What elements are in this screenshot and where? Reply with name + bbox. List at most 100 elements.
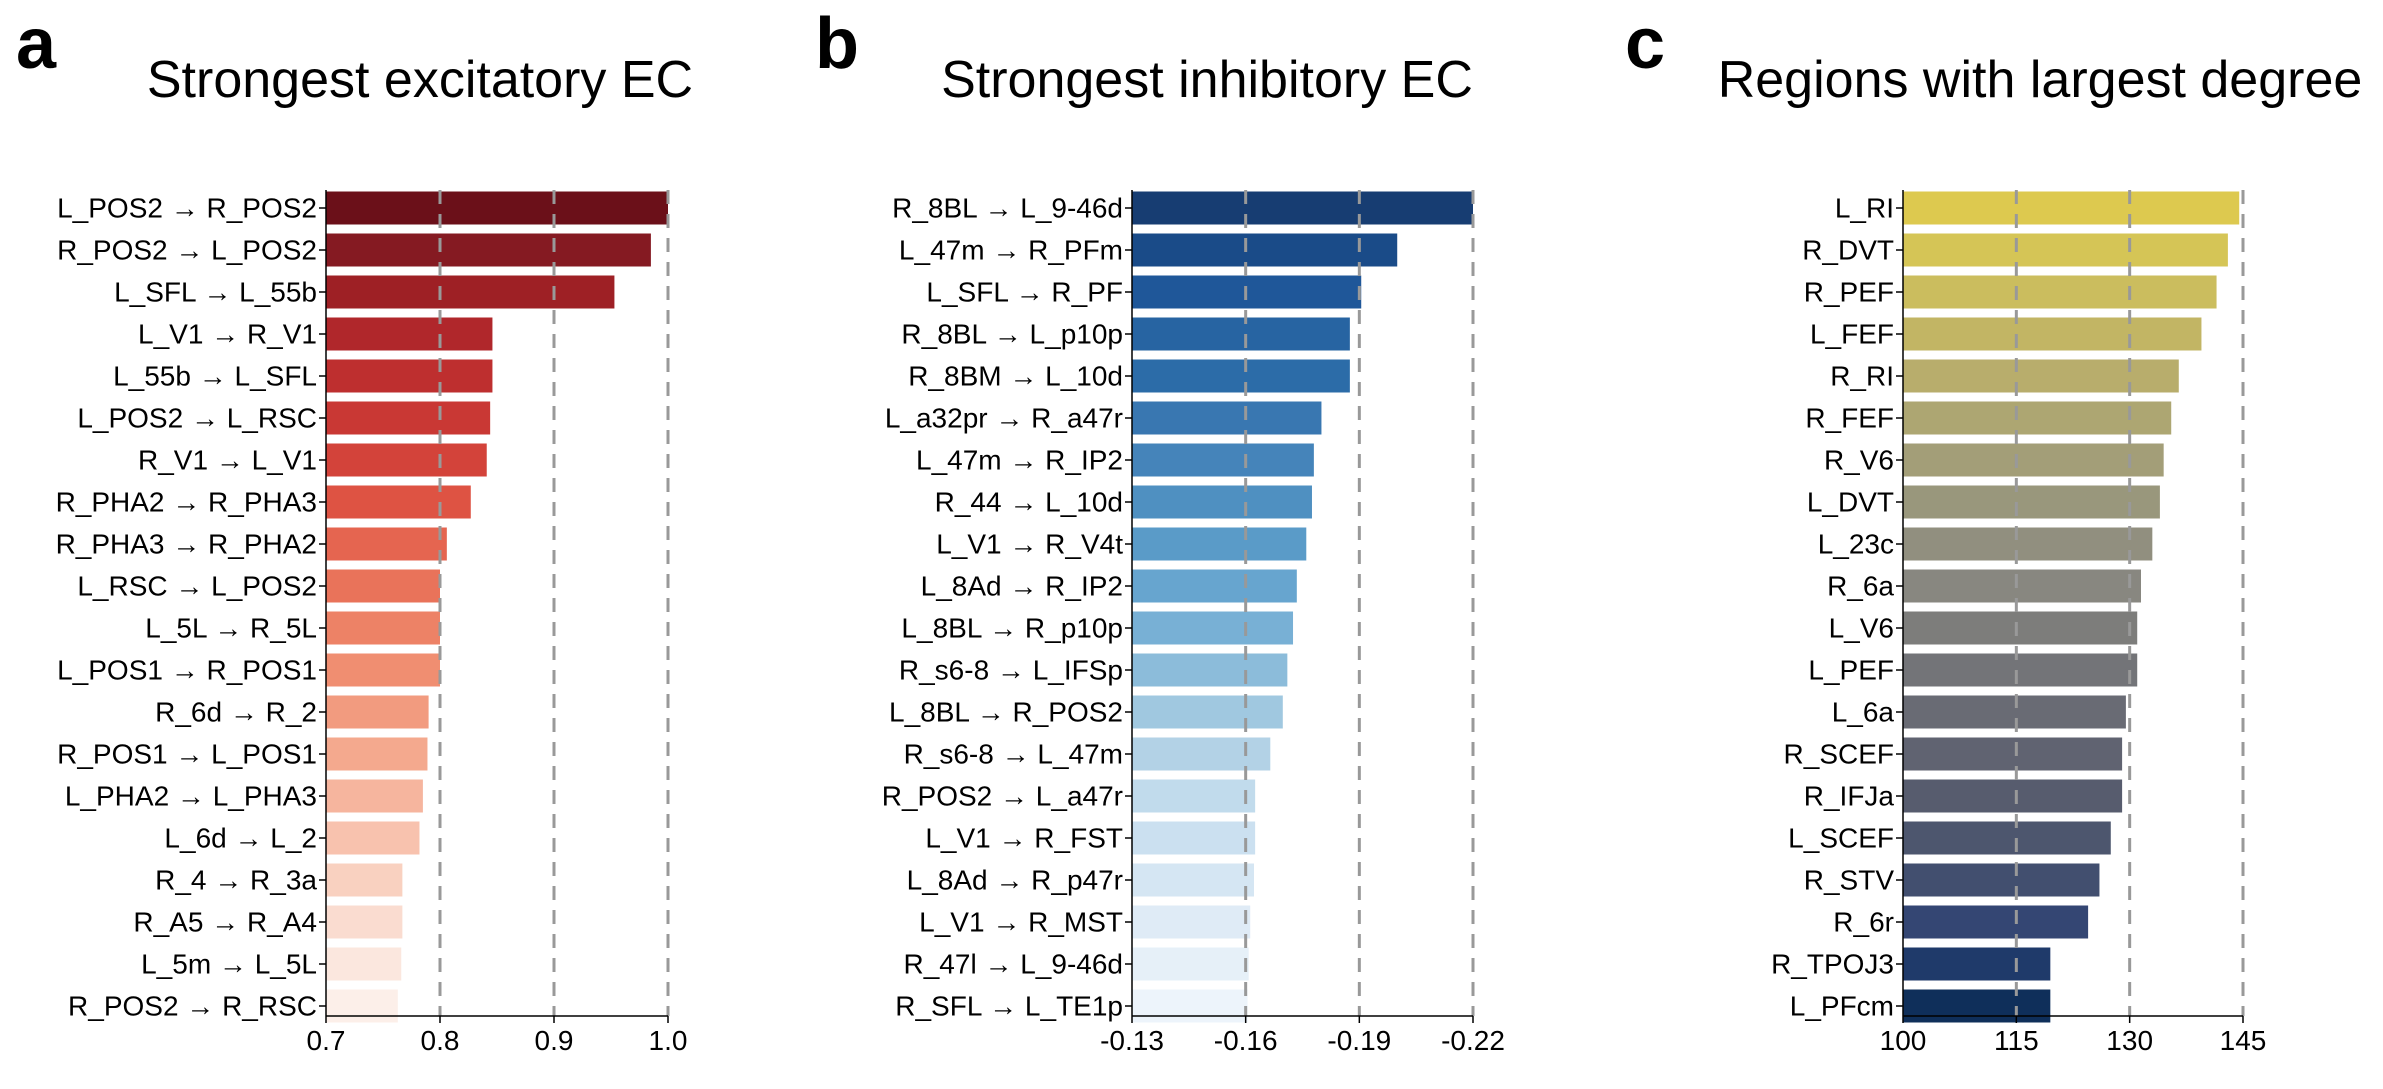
bar [326, 275, 615, 309]
x-tick-label: 145 [2220, 1025, 2267, 1056]
bar [1903, 947, 2051, 981]
bar [1903, 863, 2100, 897]
category-label: L_SCEF [1788, 823, 1894, 854]
x-tick-label: -0.13 [1100, 1025, 1164, 1056]
category-label: R_s6-8 → L_47m [904, 739, 1123, 770]
category-label: R_POS1 → L_POS1 [57, 739, 317, 770]
bar [1132, 737, 1271, 771]
category-label: R_SFL → L_TE1p [895, 991, 1123, 1022]
bar [1903, 317, 2202, 351]
bar [1903, 569, 2141, 603]
bar [1132, 443, 1314, 477]
x-tick-label: 100 [1880, 1025, 1927, 1056]
category-label: L_55b → L_SFL [113, 361, 317, 392]
bar [1132, 317, 1350, 351]
category-label: R_V6 [1824, 445, 1894, 476]
category-label: L_V1 → R_V1 [138, 319, 317, 350]
category-label: L_8BL → R_POS2 [889, 697, 1123, 728]
category-label: L_PHA2 → L_PHA3 [65, 781, 317, 812]
bar [1132, 989, 1248, 1023]
category-label: L_5L → R_5L [145, 613, 317, 644]
category-label: L_V6 [1829, 613, 1894, 644]
category-label: L_8Ad → R_IP2 [921, 571, 1123, 602]
category-label: L_5m → L_5L [141, 949, 317, 980]
bar [1903, 401, 2172, 435]
category-label: R_POS2 → L_POS2 [57, 235, 317, 266]
bar [326, 821, 420, 855]
x-tick-label: -0.16 [1214, 1025, 1278, 1056]
bar [1132, 485, 1312, 519]
category-label: R_V1 → L_V1 [138, 445, 317, 476]
bar [326, 737, 428, 771]
bar [326, 905, 403, 939]
category-label: R_TPOJ3 [1771, 949, 1894, 980]
bar [1132, 233, 1398, 267]
bar [326, 863, 403, 897]
category-label: L_6d → L_2 [164, 823, 317, 854]
category-label: L_POS1 → R_POS1 [57, 655, 317, 686]
bar [1132, 779, 1256, 813]
bar [1903, 905, 2089, 939]
category-label: R_PEF [1804, 277, 1894, 308]
x-tick-label: 0.8 [421, 1025, 460, 1056]
category-label: L_23c [1818, 529, 1894, 560]
bar [1903, 695, 2126, 729]
category-label: R_47l → L_9-46d [904, 949, 1123, 980]
category-label: R_IFJa [1804, 781, 1895, 812]
bar [1903, 443, 2164, 477]
bar [326, 653, 440, 687]
bar [1132, 611, 1294, 645]
category-label: L_PEF [1808, 655, 1894, 686]
category-label: R_RI [1830, 361, 1894, 392]
category-label: R_8BM → L_10d [908, 361, 1123, 392]
bar [326, 527, 447, 561]
bar [1132, 569, 1297, 603]
category-label: R_4 → R_3a [155, 865, 317, 896]
category-label: L_SFL → L_55b [114, 277, 317, 308]
category-label: R_6r [1833, 907, 1894, 938]
category-label: R_POS2 → L_a47r [882, 781, 1123, 812]
bar [1903, 233, 2228, 267]
bar [1903, 989, 2051, 1023]
panel-letter: a [16, 4, 57, 84]
panel-letter: b [815, 4, 859, 84]
bar [326, 611, 440, 645]
chart-title: Regions with largest degree [1718, 51, 2363, 109]
bar [1132, 905, 1251, 939]
x-tick-label: -0.22 [1441, 1025, 1505, 1056]
category-label: L_RI [1835, 193, 1894, 224]
bar [326, 191, 668, 225]
bar [1132, 947, 1249, 981]
category-label: L_POS2 → L_RSC [77, 403, 317, 434]
category-label: R_POS2 → R_RSC [68, 991, 317, 1022]
bar [1132, 821, 1256, 855]
bar [326, 443, 487, 477]
chart-panel-b: b Strongest inhibitory EC R_8BL → L_9-46d L… [815, 4, 1505, 1056]
bar [1903, 275, 2217, 309]
chart-title: Strongest inhibitory EC [941, 51, 1473, 109]
category-label: R_FEF [1805, 403, 1894, 434]
chart-panel-a: a Strongest excitatory EC L_POS2 → R_POS2 R… [16, 4, 693, 1056]
bar [1132, 401, 1322, 435]
category-label: L_8BL → R_p10p [901, 613, 1123, 644]
panel-letter: c [1625, 4, 1665, 84]
bar [326, 401, 491, 435]
bar [1903, 653, 2138, 687]
bar [1132, 695, 1283, 729]
bar [1132, 191, 1473, 225]
category-label: L_47m → R_PFm [899, 235, 1123, 266]
bar [326, 989, 398, 1023]
category-label: R_44 → L_10d [935, 487, 1123, 518]
bar [1132, 359, 1350, 393]
bar [326, 233, 651, 267]
category-label: R_6d → R_2 [155, 697, 317, 728]
bar [1903, 821, 2111, 855]
category-label: L_POS2 → R_POS2 [57, 193, 317, 224]
bar [326, 779, 423, 813]
x-tick-label: 0.7 [307, 1025, 346, 1056]
category-label: L_FEF [1810, 319, 1894, 350]
category-label: R_STV [1804, 865, 1895, 896]
category-label: L_8Ad → R_p47r [907, 865, 1123, 896]
category-label: L_47m → R_IP2 [916, 445, 1123, 476]
